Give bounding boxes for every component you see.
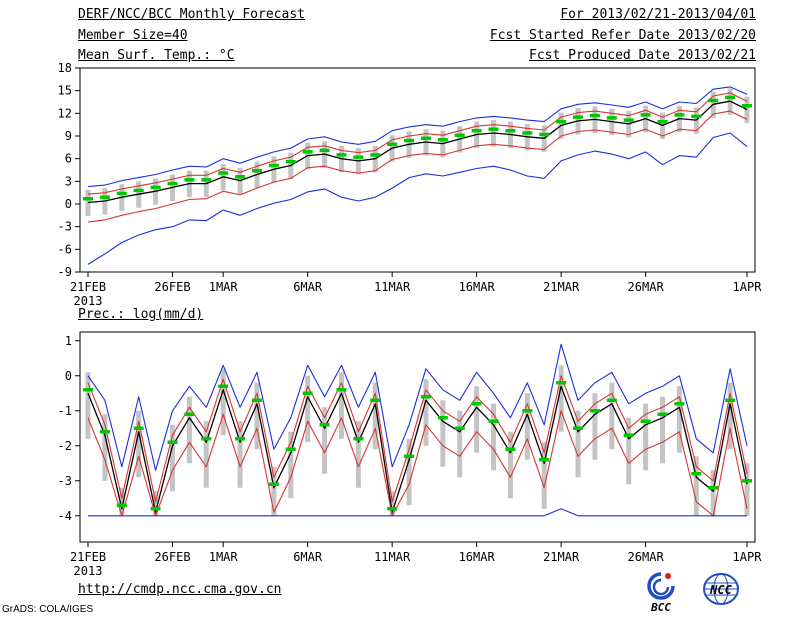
svg-text:1APR: 1APR [733,550,763,564]
member-size-label: Member Size=40 [78,28,188,43]
temp-panel-title: Mean Surf. Temp.: °C [78,48,235,63]
svg-text:-3: -3 [58,474,72,488]
svg-text:0: 0 [65,369,72,383]
bcc-logo: BCC [637,570,685,618]
svg-text:21MAR: 21MAR [543,280,580,294]
svg-text:1: 1 [65,334,72,348]
svg-text:-1: -1 [58,404,72,418]
svg-text:6: 6 [65,152,72,166]
fcst-refer-date-label: Fcst Started Refer Date 2013/02/20 [489,28,756,43]
svg-text:15: 15 [58,84,72,98]
svg-text:2013: 2013 [74,564,103,578]
svg-text:-6: -6 [58,242,72,256]
svg-text:3: 3 [65,174,72,188]
svg-text:-4: -4 [58,509,72,523]
ncc-logo: NCC [692,568,750,618]
svg-text:26FEB: 26FEB [154,280,190,294]
svg-text:-3: -3 [58,220,72,234]
fcst-produced-date-label: Fcst Produced Date 2013/02/21 [529,48,756,63]
svg-text:26MAR: 26MAR [628,280,665,294]
svg-text:12: 12 [58,106,72,120]
app-title: DERF/NCC/BCC Monthly Forecast [78,7,305,22]
svg-text:1MAR: 1MAR [209,550,239,564]
svg-text:-9: -9 [58,265,72,279]
svg-text:2013: 2013 [74,294,103,308]
svg-text:1MAR: 1MAR [209,280,239,294]
svg-text:16MAR: 16MAR [459,280,496,294]
svg-text:11MAR: 11MAR [374,550,411,564]
svg-text:26FEB: 26FEB [154,550,190,564]
precip-panel-title: Prec.: log(mm/d) [78,307,204,322]
svg-text:9: 9 [65,129,72,143]
svg-text:11MAR: 11MAR [374,280,411,294]
svg-text:16MAR: 16MAR [459,550,496,564]
svg-text:0: 0 [65,197,72,211]
svg-text:26MAR: 26MAR [628,550,665,564]
svg-text:21FEB: 21FEB [70,550,106,564]
bcc-logo-text: BCC [650,601,671,614]
svg-text:6MAR: 6MAR [293,550,323,564]
grads-credit: GrADS: COLA/IGES [2,604,94,615]
svg-text:6MAR: 6MAR [293,280,323,294]
forecast-period-label: For 2013/02/21-2013/04/01 [560,7,756,22]
bcc-logo-icon: BCC [647,572,675,614]
svg-text:-2: -2 [58,439,72,453]
ncc-logo-icon: NCC [703,573,739,605]
ncc-logo-text: NCC [709,583,732,597]
source-url: http://cmdp.ncc.cma.gov.cn [78,582,282,597]
svg-text:21MAR: 21MAR [543,550,580,564]
svg-text:21FEB: 21FEB [70,280,106,294]
svg-text:1APR: 1APR [733,280,763,294]
svg-text:18: 18 [58,61,72,75]
